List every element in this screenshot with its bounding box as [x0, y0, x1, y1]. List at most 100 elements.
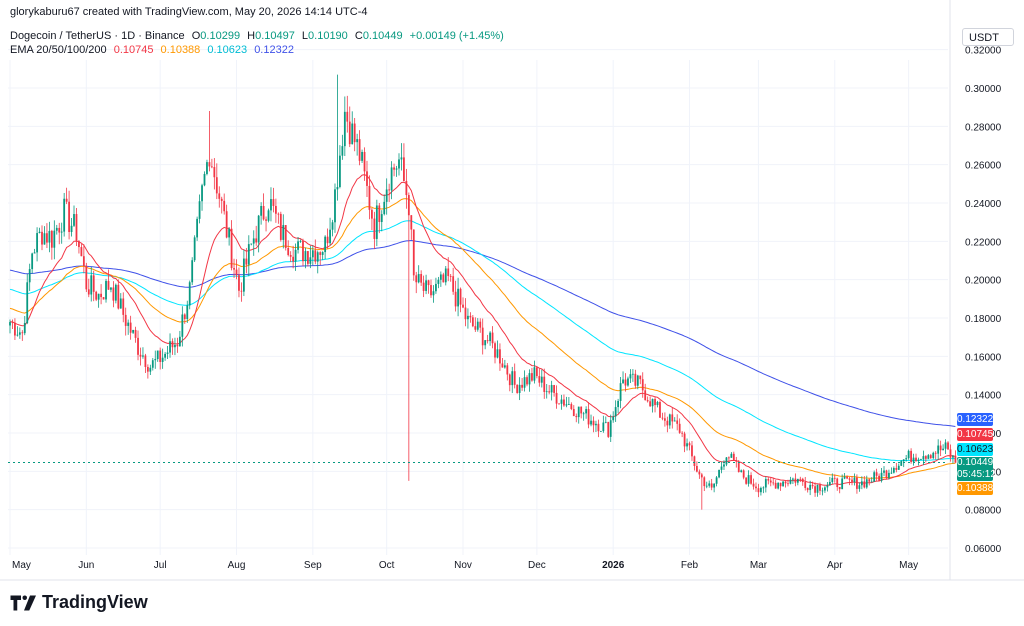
candle-body: [247, 244, 250, 265]
candle-body: [732, 453, 735, 461]
candle-body: [622, 379, 624, 384]
candle-body: [821, 490, 824, 492]
candle-body: [420, 274, 423, 283]
candle-body: [363, 151, 366, 172]
candle-body: [587, 409, 590, 425]
candle-body: [873, 472, 876, 482]
ema-label: EMA 20/50/100/200: [10, 44, 107, 56]
candle-body: [230, 228, 233, 269]
candle-body: [518, 384, 521, 393]
candle-body: [28, 269, 31, 283]
candle-body: [816, 484, 819, 493]
candle-body: [860, 481, 863, 486]
candle-body: [454, 291, 457, 307]
tradingview-logo[interactable]: TradingView: [10, 592, 148, 613]
candle-body: [924, 456, 927, 459]
candle-body: [289, 254, 292, 257]
candle-body: [580, 406, 583, 414]
candle-body: [481, 327, 484, 346]
candle-body: [41, 231, 43, 245]
candle-body: [846, 476, 848, 479]
candle-body: [191, 260, 194, 283]
candle-body: [16, 334, 19, 336]
ema-legend[interactable]: EMA 20/50/100/200 0.10745 0.10388 0.1062…: [10, 44, 298, 56]
y-tick-label: 0.26000: [965, 161, 1002, 172]
candle-body: [905, 458, 908, 460]
candle-body: [789, 479, 792, 484]
candle-body: [705, 485, 708, 487]
candle-body: [668, 414, 671, 426]
y-tick-label: 0.18000: [965, 314, 1002, 325]
candle-body: [703, 477, 706, 487]
low-value: 0.10190: [308, 30, 348, 42]
candle-body: [599, 431, 602, 432]
candle-body: [486, 340, 489, 342]
candle-body: [122, 298, 125, 315]
candle-body: [592, 420, 595, 426]
ema200-value: 0.12322: [254, 44, 294, 56]
candle-body: [659, 402, 661, 418]
candle-body: [619, 383, 622, 401]
ema50-price-tag: 0.10388: [957, 482, 994, 495]
candle-body: [683, 433, 686, 447]
candle-body: [457, 288, 459, 307]
candle-body: [730, 453, 733, 458]
candle-body: [218, 193, 221, 199]
candle-body: [422, 282, 425, 291]
candle-body: [171, 341, 174, 348]
candle-body: [927, 455, 930, 459]
candle-body: [260, 205, 263, 216]
candle-body: [75, 214, 78, 242]
candle-body: [235, 269, 238, 276]
candle-body: [287, 247, 290, 255]
candle-body: [681, 432, 684, 434]
candle-body: [274, 205, 277, 214]
candle-body: [38, 231, 41, 234]
candle-body: [892, 467, 895, 473]
candle-body: [68, 201, 70, 233]
candle-body: [134, 329, 137, 338]
candle-body: [787, 483, 789, 485]
symbol-title[interactable]: Dogecoin / TetherUS · 1D · Binance: [10, 30, 185, 42]
y-tick-label: 0.08000: [965, 506, 1002, 517]
candle-body: [506, 365, 509, 375]
candle-body: [297, 241, 299, 250]
candle-body: [334, 189, 336, 223]
candle-body: [757, 488, 760, 493]
candle-body: [119, 298, 122, 309]
logo-text: TradingView: [42, 592, 148, 612]
candle-body: [920, 459, 922, 461]
candle-body: [462, 304, 464, 308]
candle-body: [693, 456, 696, 466]
candle-body: [755, 486, 757, 489]
candle-body: [459, 288, 462, 305]
candle-body: [464, 307, 467, 320]
candle-body: [60, 231, 63, 233]
currency-button[interactable]: USDT: [962, 28, 1014, 46]
candle-body: [688, 443, 691, 446]
candle-body: [883, 470, 885, 473]
candle-body: [183, 314, 186, 320]
candle-body: [897, 465, 900, 470]
candle-body: [319, 252, 322, 255]
candle-body: [279, 213, 282, 240]
candle-body: [489, 332, 491, 342]
candle-body: [102, 297, 105, 300]
candle-body: [513, 371, 516, 385]
candle-body: [698, 471, 701, 475]
candle-body: [21, 332, 24, 334]
x-tick-label: Aug: [228, 560, 246, 571]
candle-body: [880, 472, 883, 481]
candle-body: [343, 111, 346, 147]
candle-body: [915, 457, 917, 462]
candle-body: [631, 373, 634, 375]
candle-body: [779, 482, 782, 487]
last-price-value: 0.10449: [957, 457, 994, 468]
candle-body: [949, 449, 952, 458]
candle-body: [371, 209, 373, 219]
candle-body: [238, 275, 240, 291]
candles: [9, 74, 957, 510]
high-label: H: [247, 30, 256, 42]
candle-body: [654, 398, 656, 406]
